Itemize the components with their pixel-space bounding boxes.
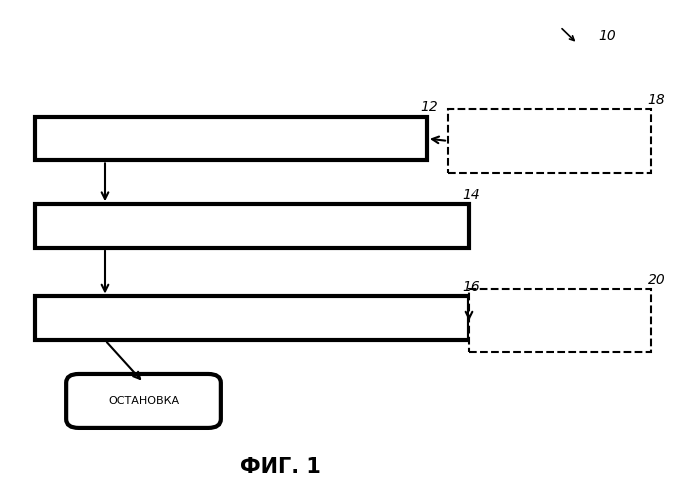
Bar [35,296,469,340]
Bar [35,117,427,160]
Text: 18: 18 [648,93,665,107]
Text: 14: 14 [462,188,480,202]
Text: 20: 20 [648,273,665,287]
Bar [448,109,651,173]
Bar [35,204,469,248]
FancyBboxPatch shape [66,374,221,428]
Bar [469,289,651,352]
Text: 10: 10 [598,30,616,43]
Text: 12: 12 [420,100,438,114]
Text: 16: 16 [462,280,480,294]
Text: ФИГ. 1: ФИГ. 1 [239,456,321,477]
Text: ОСТАНОВКА: ОСТАНОВКА [108,396,179,406]
